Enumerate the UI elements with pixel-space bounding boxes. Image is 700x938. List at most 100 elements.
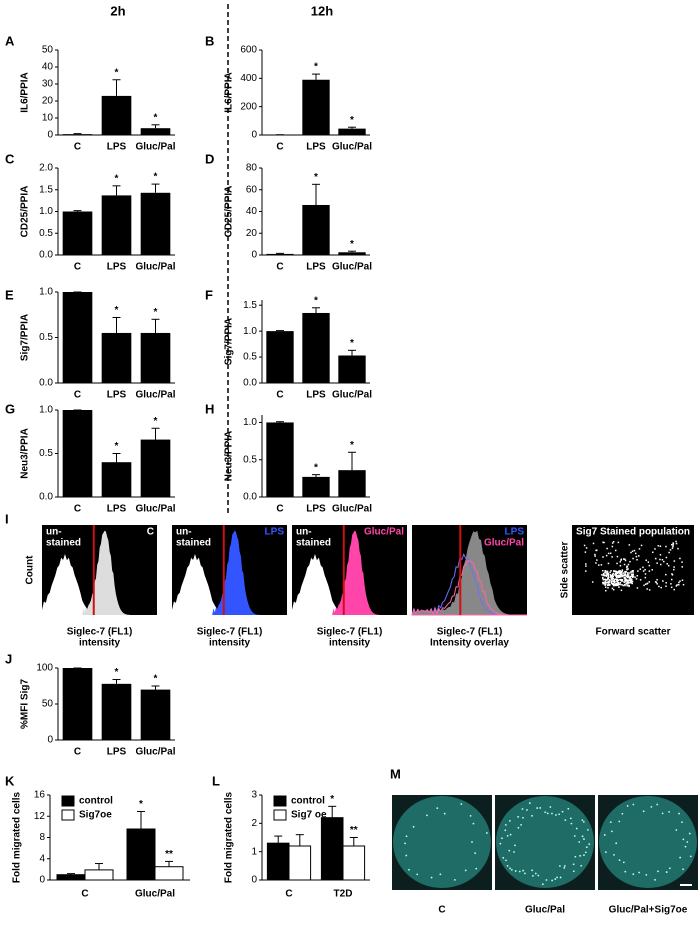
scatter-dot (617, 582, 619, 585)
significance: * (314, 172, 318, 183)
scatter-dot (607, 573, 610, 575)
scatter-dot (671, 547, 674, 549)
scatter-dot (669, 549, 672, 551)
cell (572, 870, 575, 873)
y-tick-label: 0.5 (39, 448, 53, 459)
scatter-dot (625, 580, 628, 582)
scatter-dot (675, 540, 677, 543)
scatter-dot (628, 585, 630, 588)
cell (580, 864, 583, 867)
scatter-dot (672, 542, 674, 544)
cell (524, 872, 526, 875)
scatter-dot (611, 545, 614, 548)
scatter-dot (625, 571, 627, 573)
scatter-dot (619, 578, 621, 581)
scatter-dot (604, 580, 606, 583)
bar (62, 211, 93, 255)
scatter-dot (623, 563, 626, 566)
y-tick-label: 0.5 (243, 352, 257, 363)
cell (613, 854, 615, 856)
significance: * (330, 794, 334, 805)
scatter-dot (667, 564, 670, 567)
cell (412, 825, 415, 828)
y-tick-label: 30 (42, 79, 54, 90)
scatter-dot (607, 581, 609, 583)
cell (657, 870, 659, 873)
sample-label: LPS (505, 527, 525, 538)
scatter-dot (602, 541, 604, 544)
cell (564, 819, 567, 822)
cell (460, 803, 463, 805)
x-axis-label: intensity (209, 638, 251, 649)
cell (517, 826, 520, 829)
scatter-dot (612, 573, 614, 576)
cell (545, 879, 548, 881)
scatter-dot (677, 547, 679, 550)
cell (508, 819, 511, 822)
cell (416, 873, 419, 876)
x-tick-label: C (74, 504, 81, 515)
scatter-dot (634, 552, 637, 555)
cell (645, 873, 648, 876)
cell (582, 820, 585, 823)
bar (101, 95, 132, 135)
sample-label: LPS (265, 527, 285, 538)
cell (554, 878, 557, 880)
y-axis-label: Fold migrated cells (12, 791, 23, 883)
y-tick-label: 0 (39, 875, 45, 886)
scatter-dot (618, 575, 621, 578)
x-tick-label: C (74, 747, 81, 758)
scatter-dot (629, 560, 631, 563)
y-tick-label: 400 (240, 73, 257, 84)
scatter-dot (606, 570, 609, 573)
x-tick-label: C (74, 142, 81, 153)
bar (302, 79, 330, 135)
scatter-dot (648, 589, 651, 591)
cell (506, 865, 509, 867)
scatter-dot (627, 580, 629, 583)
scatter-dot (629, 582, 631, 584)
scatter-dot (634, 576, 636, 578)
cell (475, 867, 478, 870)
scatter-dot (626, 574, 629, 577)
scatter-dot (604, 581, 606, 584)
scatter-dot (655, 581, 658, 584)
legend-label: control (79, 796, 113, 807)
scatter-dot (614, 574, 616, 576)
cell (430, 876, 433, 879)
scatter-dot (676, 584, 678, 586)
panel-letter: M (390, 766, 401, 781)
significance: * (115, 667, 119, 678)
scatter-dot (595, 549, 597, 552)
scatter-dot (584, 551, 587, 553)
scatter-dot (620, 558, 623, 561)
y-tick-label: 0 (251, 130, 257, 141)
cell (575, 827, 578, 830)
scatter-dot (595, 562, 597, 564)
scatter-dot (618, 583, 621, 586)
x-tick-label: C (276, 504, 283, 515)
cell (679, 856, 682, 859)
image-label: C (438, 905, 445, 916)
cell (505, 859, 507, 862)
cell (581, 835, 584, 838)
scatter-dot (616, 555, 619, 558)
scatter-dot (605, 572, 608, 574)
scatter-dot (624, 571, 627, 574)
scatter-dot (615, 580, 618, 582)
stain-label: un- (296, 527, 312, 538)
cell (531, 814, 534, 817)
scatter-dot (635, 578, 638, 580)
bar (302, 476, 330, 497)
scatter-dot (657, 545, 660, 547)
histogram (332, 530, 407, 615)
scatter-dot (603, 574, 606, 577)
bar (140, 332, 171, 383)
scatter-dot (678, 581, 680, 584)
cell (583, 838, 585, 840)
column-header: 2h (110, 3, 125, 18)
scatter-dot (596, 559, 598, 561)
cell (408, 868, 410, 871)
cell (439, 873, 442, 876)
scatter-dot (665, 573, 667, 576)
